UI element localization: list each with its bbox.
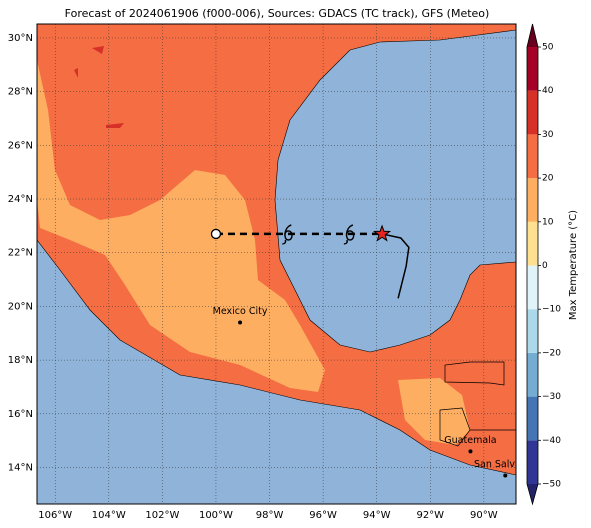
current-position: [373, 224, 392, 242]
lon-tick-label: 92°W: [416, 510, 444, 521]
colorbar-segment: [527, 178, 538, 222]
map-area: Mexico City Guatemala San Salvador: [37, 24, 537, 504]
lon-tick-label: 96°W: [309, 510, 337, 521]
colorbar-segment: [527, 352, 538, 397]
lon-tick-label: 98°W: [256, 510, 284, 521]
lon-tick-label: 100°W: [199, 510, 233, 521]
colorbar-tick-label: −20: [542, 348, 561, 358]
colorbar-over: [527, 24, 538, 47]
lat-tick-label: 14°N: [8, 462, 33, 473]
border: [439, 361, 516, 447]
colorbar-tick-label: 20: [542, 174, 554, 184]
colorbar-tick-label: 40: [542, 86, 554, 96]
city-label: Mexico City: [213, 306, 268, 317]
colorbar-segment: [527, 134, 538, 179]
colorbar-under: [527, 484, 538, 504]
colorbar-tick-label: −50: [542, 480, 561, 490]
lon-tick-label: 94°W: [363, 510, 391, 521]
map-title: Forecast of 2024061906 (f000-006), Sourc…: [65, 7, 490, 20]
colorbar-tick-label: 30: [542, 130, 554, 140]
colorbar-tick-label: −30: [542, 392, 561, 402]
colorbar-tick-label: −40: [542, 436, 561, 446]
lat-tick-label: 18°N: [8, 355, 33, 366]
lat-tick-label: 26°N: [8, 140, 33, 151]
lon-tick-label: 90°W: [470, 510, 498, 521]
colorbar-segment: [527, 440, 538, 484]
colorbar-tick-label: −10: [542, 305, 561, 315]
lon-tick-label: 106°W: [38, 510, 72, 521]
colorbar-tick-label: 50: [542, 43, 554, 53]
lat-tick-label: 28°N: [8, 87, 33, 98]
warm-zone: [398, 378, 470, 445]
lat-tick-label: 20°N: [8, 301, 33, 312]
land: [37, 24, 516, 476]
city-label: Guatemala: [444, 435, 496, 446]
lat-tick-label: 30°N: [8, 33, 33, 44]
lat-tick-label: 16°N: [8, 409, 33, 420]
city-marker: [238, 320, 243, 325]
city-marker: [468, 449, 473, 454]
colorbar-segment: [527, 309, 538, 353]
colorbar-segment: [527, 265, 538, 310]
track-start: [210, 228, 222, 240]
lat-tick-label: 24°N: [8, 194, 33, 205]
storm-symbol: [343, 224, 355, 245]
lat-tick-label: 22°N: [8, 248, 33, 259]
city-label: San Salvador: [474, 459, 537, 470]
city-marker: [503, 473, 508, 478]
colorbar-tick-label: 0: [542, 261, 548, 271]
colorbar-segment: [527, 221, 538, 266]
observed-track: [381, 233, 410, 299]
lon-tick-label: 104°W: [92, 510, 126, 521]
lon-tick-label: 102°W: [145, 510, 179, 521]
colorbar-segment: [527, 396, 538, 441]
map-frame: [36, 23, 517, 505]
storm-symbol: [282, 224, 293, 245]
colorbar-segment: [527, 47, 538, 91]
colorbar-segment: [527, 90, 538, 135]
colorbar-tick-label: 10: [542, 217, 554, 227]
warm-zone: [37, 60, 325, 392]
colorbar-label: Max Temperature (°C): [568, 210, 579, 320]
